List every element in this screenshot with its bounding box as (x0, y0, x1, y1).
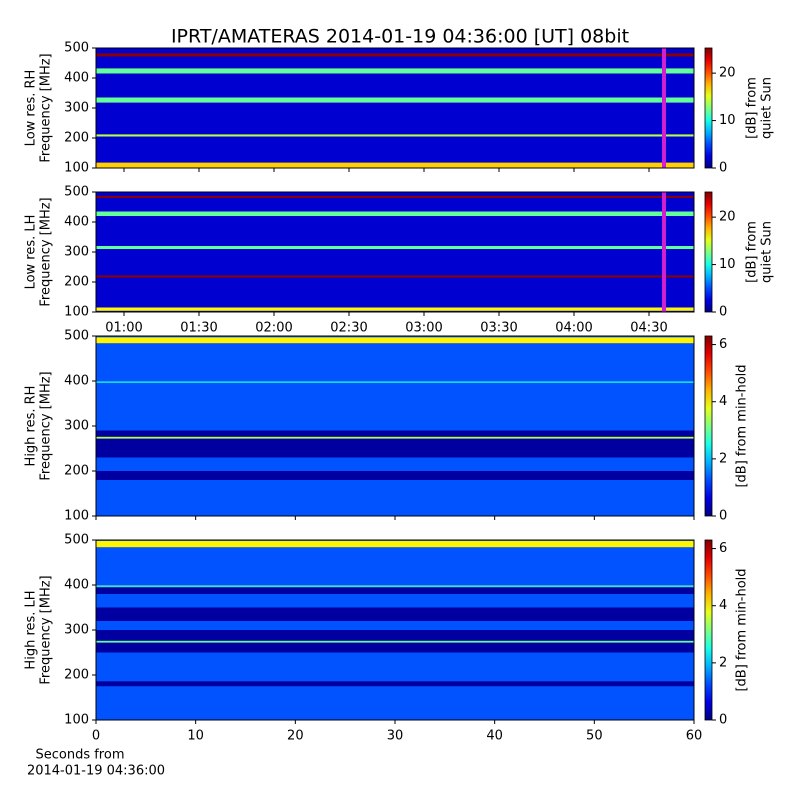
colorbar-tick-label: 20 (719, 210, 736, 225)
x-axis-label: 2014-01-19 04:36:00 (27, 764, 165, 779)
y-tick-label: 100 (64, 161, 89, 176)
band (96, 53, 694, 57)
band (96, 134, 694, 137)
figure-title: IPRT/AMATERAS 2014-01-19 04:36:00 [UT] 0… (171, 26, 629, 48)
y-tick-label: 500 (64, 329, 89, 344)
band (96, 681, 694, 687)
x-tick-label: 03:00 (405, 321, 442, 336)
band (96, 587, 694, 594)
y-axis-label: Low res. RH (24, 70, 39, 147)
colorbar-tick-label: 0 (719, 713, 727, 728)
colorbar-label: quiet Sun (760, 77, 775, 139)
colorbar-tick-label: 6 (719, 541, 727, 556)
y-axis-label: Frequency [MHz] (39, 53, 54, 162)
y-tick-label: 200 (64, 668, 89, 683)
colorbar-tick-label: 2 (719, 451, 727, 466)
colorbar-tick-label: 10 (719, 113, 736, 128)
colorbar-label: [dB] from (745, 221, 760, 283)
band (96, 246, 694, 249)
band (96, 607, 694, 621)
y-tick-label: 400 (64, 578, 89, 593)
y-tick-label: 300 (64, 623, 89, 638)
band (96, 68, 694, 74)
band (96, 211, 694, 216)
x-tick-label: 0 (92, 729, 100, 744)
y-tick-label: 200 (64, 131, 89, 146)
band (96, 640, 694, 643)
band (96, 540, 694, 548)
x-tick-label: 50 (586, 729, 603, 744)
y-axis-label: Frequency [MHz] (39, 575, 54, 684)
band (96, 195, 694, 198)
x-tick-label: 03:30 (480, 321, 517, 336)
x-axis-label: Seconds from (35, 748, 124, 763)
y-tick-label: 100 (64, 713, 89, 728)
y-axis-label: High res. RH (24, 386, 39, 467)
band (96, 381, 694, 383)
x-tick-label: 20 (287, 729, 304, 744)
x-tick-label: 01:30 (180, 321, 217, 336)
colorbar-tick-label: 0 (719, 305, 727, 320)
colorbar-tick-label: 0 (719, 509, 727, 524)
y-tick-label: 400 (64, 374, 89, 389)
x-tick-label: 02:00 (255, 321, 292, 336)
spectrogram-background (96, 336, 694, 516)
colorbar-tick-label: 4 (719, 394, 727, 409)
y-axis-label: Frequency [MHz] (39, 197, 54, 306)
y-tick-label: 400 (64, 71, 89, 86)
colorbar (704, 539, 713, 721)
y-axis-label: Low res. LH (24, 215, 39, 290)
colorbar-tick-label: 2 (719, 655, 727, 670)
y-tick-label: 200 (64, 464, 89, 479)
y-tick-label: 100 (64, 509, 89, 524)
band (96, 162, 694, 168)
colorbar-label: [dB] from (745, 77, 760, 139)
band (96, 337, 694, 344)
colorbar-tick-label: 4 (719, 598, 727, 613)
colorbar (704, 47, 713, 169)
y-tick-label: 300 (64, 101, 89, 116)
x-tick-label: 30 (387, 729, 404, 744)
y-axis-label: High res. LH (24, 590, 39, 669)
x-tick-label: 01:00 (105, 321, 142, 336)
x-tick-label: 40 (486, 729, 503, 744)
colorbar (704, 191, 713, 313)
y-tick-label: 500 (64, 185, 89, 200)
x-tick-label: 04:00 (555, 321, 592, 336)
band (96, 97, 694, 103)
band (96, 430, 694, 458)
y-tick-label: 300 (64, 419, 89, 434)
colorbar-tick-label: 6 (719, 337, 727, 352)
colorbar-tick-label: 0 (719, 161, 727, 176)
x-tick-label: 60 (686, 729, 703, 744)
y-tick-label: 400 (64, 215, 89, 230)
y-tick-label: 500 (64, 41, 89, 56)
y-tick-label: 300 (64, 245, 89, 260)
spectrogram-background (96, 192, 694, 312)
colorbar-tick-label: 20 (719, 66, 736, 81)
x-tick-label: 10 (187, 729, 204, 744)
y-axis-label: Frequency [MHz] (39, 371, 54, 480)
y-tick-label: 200 (64, 275, 89, 290)
band (96, 471, 694, 480)
colorbar-label: [dB] from min-hold (735, 568, 750, 691)
y-tick-label: 500 (64, 533, 89, 548)
band (96, 275, 694, 278)
colorbar-label: quiet Sun (760, 221, 775, 283)
band (96, 585, 694, 587)
y-tick-label: 100 (64, 305, 89, 320)
spectrogram-background (96, 48, 694, 168)
x-tick-label: 02:30 (330, 321, 367, 336)
x-tick-label: 04:30 (630, 321, 667, 336)
band (96, 436, 694, 439)
colorbar (704, 335, 713, 517)
colorbar-tick-label: 10 (719, 257, 736, 272)
band (96, 307, 694, 311)
colorbar-label: [dB] from min-hold (735, 364, 750, 487)
